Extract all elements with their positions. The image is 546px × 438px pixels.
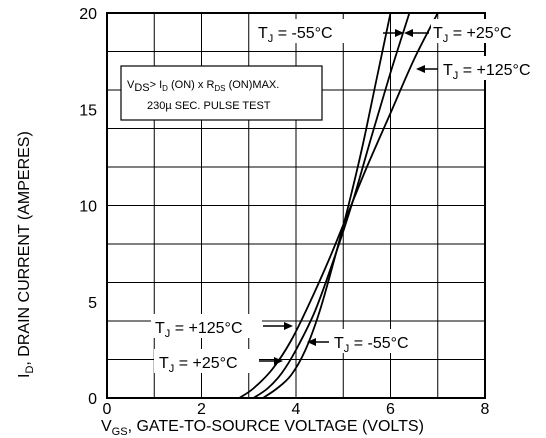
x-tick-label: 4	[292, 401, 301, 418]
svg-text:TJ = +25°C: TJ = +25°C	[159, 355, 238, 375]
x-tick-label: 0	[103, 401, 112, 418]
y-tick-label: 20	[79, 6, 97, 23]
annotation-t55-top: TJ = -55°C	[254, 19, 404, 45]
y-tick-label: 10	[79, 199, 97, 216]
svg-text:TJ = +125°C: TJ = +125°C	[155, 320, 243, 340]
condition-line-1: VDS> ID (ON) x RDS (ON)MAX.	[127, 79, 279, 94]
series-line	[252, 12, 411, 399]
series-line	[238, 12, 439, 399]
x-tick-label: 6	[386, 401, 395, 418]
x-tick-label: 8	[481, 401, 490, 418]
condition-box: VDS> ID (ON) x RDS (ON)MAX. 230µ SEC. PU…	[120, 65, 323, 121]
y-tick-label: 0	[88, 391, 97, 408]
y-tick-label: 15	[79, 102, 97, 119]
annotation-t55-bottom: TJ = -55°C	[307, 329, 432, 355]
svg-text:TJ = +25°C: TJ = +25°C	[433, 25, 512, 45]
y-tick-label: 5	[88, 295, 97, 312]
tick-labels: 0 2 4 6 8 0 5 10 15 20	[79, 6, 489, 418]
svg-text:TJ = -55°C: TJ = -55°C	[258, 25, 333, 45]
plot-frame	[106, 12, 486, 399]
annotation-t25-bottom: TJ = +25°C	[154, 349, 283, 375]
annotation-t125-top: TJ = +125°C	[416, 56, 545, 82]
series-line	[262, 12, 392, 399]
grid	[107, 13, 485, 398]
condition-line-2: 230µ SEC. PULSE TEST	[147, 100, 271, 112]
svg-text:TJ = +125°C: TJ = +125°C	[443, 62, 531, 82]
condition-box-frame	[120, 65, 323, 121]
y-axis-label: ID, DRAIN CURRENT (AMPERES)	[16, 131, 36, 378]
series-curves	[238, 12, 439, 399]
x-tick-label: 2	[197, 401, 206, 418]
annotation-t25-top: TJ = +25°C	[404, 19, 531, 45]
svg-text:TJ = -55°C: TJ = -55°C	[334, 335, 409, 355]
x-axis-label: VGS, GATE-TO-SOURCE VOLTAGE (VOLTS)	[101, 418, 424, 438]
annotation-t125-bottom: TJ = +125°C	[151, 314, 293, 340]
